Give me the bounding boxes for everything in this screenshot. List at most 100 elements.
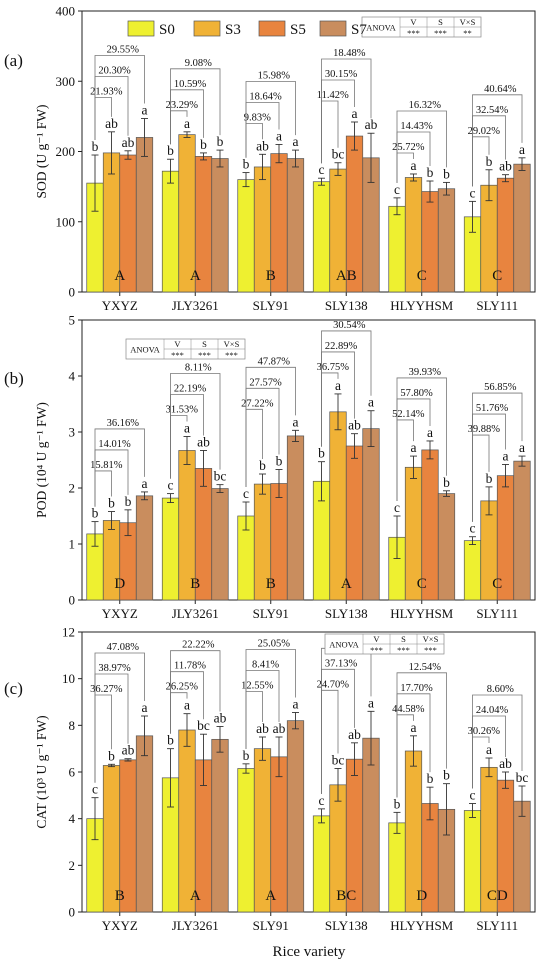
percent-change: 11.42% bbox=[317, 90, 349, 101]
bar bbox=[135, 735, 154, 913]
percent-change: 31.53% bbox=[166, 404, 199, 415]
percent-change: 44.58% bbox=[392, 704, 425, 715]
percent-change: 36.16% bbox=[107, 418, 140, 429]
significance-letter: b bbox=[486, 471, 493, 486]
bar bbox=[178, 729, 196, 913]
group-letter: A bbox=[341, 576, 352, 592]
legend-swatch bbox=[193, 20, 221, 37]
bar bbox=[135, 495, 154, 601]
comparison-bracket bbox=[245, 366, 296, 487]
legend-label: S3 bbox=[225, 22, 241, 38]
percent-change: 9.08% bbox=[185, 58, 212, 69]
percent-change: 9.83% bbox=[244, 112, 271, 123]
significance-letter: a bbox=[142, 102, 148, 117]
percent-change: 38.97% bbox=[98, 663, 131, 674]
percent-change: 24.04% bbox=[476, 705, 509, 716]
significance-letter: c bbox=[394, 500, 400, 515]
bar bbox=[463, 540, 482, 601]
anova-header: ANOVA bbox=[366, 23, 396, 33]
x-tick-label: SLY138 bbox=[325, 918, 368, 933]
y-axis-label: CAT (10³ U g⁻¹ FW) bbox=[34, 715, 49, 828]
significance-letter: b bbox=[318, 446, 325, 461]
comparison-bracket bbox=[472, 94, 523, 187]
bar bbox=[437, 188, 456, 293]
bar bbox=[286, 435, 305, 601]
y-tick-label: 10 bbox=[62, 671, 75, 686]
y-axis-label: SOD (U g⁻¹ FW) bbox=[34, 104, 49, 198]
significance-letter: a bbox=[368, 395, 374, 410]
anova-header: ANOVA bbox=[329, 640, 359, 650]
significance-letter: c bbox=[470, 521, 476, 536]
percent-change: 23.29% bbox=[166, 100, 199, 111]
percent-change: 10.59% bbox=[174, 79, 207, 90]
anova-value: *** bbox=[225, 350, 238, 360]
significance-letter: b bbox=[243, 748, 250, 763]
significance-letter: b bbox=[125, 494, 132, 509]
significance-letter: c bbox=[319, 162, 325, 177]
x-tick-label: SLY111 bbox=[476, 918, 518, 933]
y-tick-label: 4 bbox=[69, 369, 76, 384]
significance-letter: a bbox=[352, 106, 358, 121]
legend-label: S0 bbox=[159, 22, 175, 38]
y-tick-label: 300 bbox=[56, 74, 76, 89]
x-tick-label: HLYYHSM bbox=[390, 606, 453, 621]
percent-change: 11.78% bbox=[174, 661, 206, 672]
significance-letter: bc bbox=[332, 147, 345, 162]
y-tick-label: 0 bbox=[69, 905, 76, 920]
comparison-bracket bbox=[94, 428, 145, 507]
percent-change: 47.08% bbox=[107, 642, 140, 653]
group-letter: A bbox=[114, 268, 125, 284]
x-tick-label: SLY138 bbox=[325, 298, 368, 313]
x-tick-label: JLY3261 bbox=[172, 918, 219, 933]
significance-letter: ab bbox=[105, 116, 118, 131]
significance-letter: ab bbox=[122, 743, 135, 758]
percent-change: 39.88% bbox=[468, 424, 501, 435]
x-tick-label: JLY3261 bbox=[172, 298, 219, 313]
comparison-bracket bbox=[170, 373, 221, 479]
percent-change: 15.98% bbox=[258, 70, 291, 81]
panel-label: (c) bbox=[4, 679, 23, 698]
group-letter: D bbox=[416, 888, 427, 904]
significance-letter: ab bbox=[348, 727, 361, 742]
significance-letter: ab bbox=[122, 135, 135, 150]
group-letter: A bbox=[265, 888, 276, 904]
percent-change: 27.57% bbox=[249, 377, 282, 388]
percent-change: 30.15% bbox=[325, 69, 358, 80]
percent-change: 30.26% bbox=[468, 726, 501, 737]
significance-letter: b bbox=[443, 768, 450, 783]
group-letter: CD bbox=[487, 888, 508, 904]
significance-letter: b bbox=[92, 506, 99, 521]
percent-change: 22.22% bbox=[182, 640, 215, 651]
percent-change: 14.01% bbox=[98, 439, 131, 450]
comparison-bracket bbox=[245, 408, 263, 487]
legend-label: S5 bbox=[290, 22, 306, 38]
group-letter: B bbox=[266, 576, 276, 592]
significance-letter: b bbox=[217, 134, 224, 149]
comparison-bracket bbox=[245, 649, 296, 749]
percent-change: 21.93% bbox=[90, 86, 123, 97]
significance-letter: b bbox=[200, 137, 207, 152]
group-letter: D bbox=[114, 576, 125, 592]
percent-change: 12.55% bbox=[241, 681, 274, 692]
percent-change: 27.22% bbox=[241, 398, 274, 409]
percent-change: 29.02% bbox=[468, 126, 501, 137]
bar bbox=[312, 181, 331, 293]
comparison-bracket bbox=[472, 694, 523, 789]
bar bbox=[312, 815, 331, 913]
significance-letter: a bbox=[293, 134, 299, 149]
significance-letter: ab bbox=[273, 721, 286, 736]
percent-change: 20.30% bbox=[98, 65, 131, 76]
legend-swatch bbox=[127, 20, 155, 37]
bar bbox=[161, 170, 180, 293]
x-tick-label: JLY3261 bbox=[172, 606, 219, 621]
bar bbox=[237, 768, 255, 913]
significance-letter: a bbox=[411, 440, 417, 455]
significance-letter: a bbox=[142, 476, 148, 491]
percent-change: 15.81% bbox=[90, 460, 123, 471]
x-tick-label: SLY91 bbox=[253, 298, 289, 313]
y-tick-label: 1 bbox=[69, 537, 76, 552]
significance-letter: b bbox=[443, 475, 450, 490]
percent-change: 36.27% bbox=[90, 684, 123, 695]
anova-value: ** bbox=[463, 28, 472, 38]
y-tick-label: 100 bbox=[56, 214, 76, 229]
